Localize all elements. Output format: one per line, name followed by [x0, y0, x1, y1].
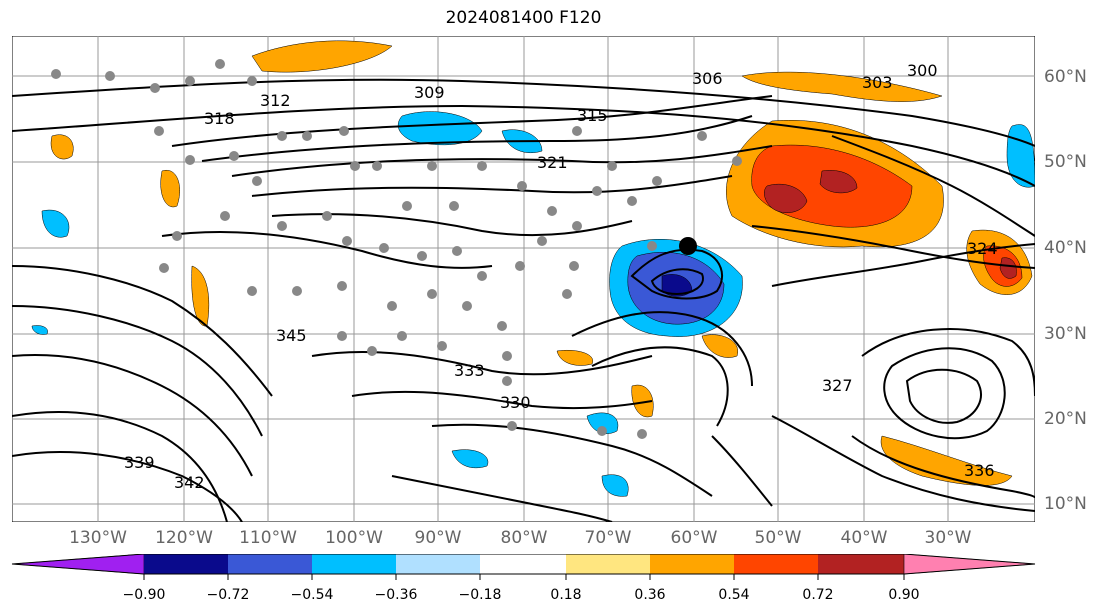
colorbar-tick-label: −0.36: [374, 587, 418, 603]
colorbar-segment: [818, 554, 904, 574]
lon-label: 130°W: [69, 528, 127, 548]
contour-label: 300: [907, 61, 938, 80]
lat-label: 60°N: [1044, 67, 1087, 87]
contour-label: 315: [577, 106, 608, 125]
contour-label: 321: [537, 153, 568, 172]
lon-label: 120°W: [155, 528, 213, 548]
contour-label: 324: [967, 239, 998, 258]
contour-labels: 309 312 315 318 321 324 327 330 333 336 …: [124, 61, 998, 492]
map-panel: 309 312 315 318 321 324 327 330 333 336 …: [12, 36, 1035, 522]
lat-label: 50°N: [1044, 152, 1087, 172]
lat-label: 20°N: [1044, 409, 1087, 429]
lon-label: 110°W: [239, 528, 297, 548]
colorbar-tick-label: −0.18: [458, 587, 502, 603]
lon-label: 80°W: [500, 528, 548, 548]
colorbar-segment: [903, 554, 1036, 575]
colorbar-tick-label: −0.90: [122, 587, 166, 603]
lon-label: 100°W: [325, 528, 383, 548]
contour-label: 327: [822, 376, 853, 395]
colorbar-tick-label: 0.72: [802, 587, 834, 603]
colorbar-segment: [650, 554, 734, 574]
contour-label: 303: [862, 73, 893, 92]
lon-label: 60°W: [670, 528, 718, 548]
colorbar: [11, 554, 1036, 580]
contour-label: 345: [276, 326, 307, 345]
contour-label: 342: [174, 473, 205, 492]
lat-label: 10°N: [1044, 494, 1087, 514]
contour-label: 309: [414, 83, 445, 102]
colorbar-tick-label: 0.18: [550, 587, 582, 603]
lon-label: 70°W: [584, 528, 632, 548]
contour-label: 333: [454, 361, 485, 380]
lat-label: 30°N: [1044, 324, 1087, 344]
colorbar-tick-label: 0.36: [634, 587, 666, 603]
lat-label: 40°N: [1044, 238, 1087, 258]
contour-label: 339: [124, 453, 155, 472]
colorbar-segment: [144, 554, 228, 574]
map-canvas: 309 312 315 318 321 324 327 330 333 336 …: [12, 36, 1035, 522]
colorbar-tick-label: 0.54: [718, 587, 750, 603]
contour-label: 330: [500, 393, 531, 412]
colorbar-segment: [566, 554, 650, 574]
low-pressure-center: [679, 237, 697, 255]
height-contours: [12, 78, 1035, 522]
contour-label: 336: [964, 461, 995, 480]
map-title: 2024081400 F120: [445, 8, 602, 28]
lon-label: 90°W: [414, 528, 462, 548]
lon-label: 40°W: [840, 528, 888, 548]
colorbar-segment: [312, 554, 396, 574]
contour-label: 318: [204, 109, 235, 128]
colorbar-segment: [480, 554, 566, 574]
observation-dots: [51, 59, 742, 439]
colorbar-tick-label: −0.72: [206, 587, 250, 603]
colorbar-tick-label: −0.54: [290, 587, 334, 603]
colorbar-segment: [11, 554, 145, 575]
colorbar-segment: [734, 554, 818, 574]
lon-label: 30°W: [924, 528, 972, 548]
colorbar-segment: [228, 554, 312, 574]
colorbar-segment: [396, 554, 480, 574]
contour-label: 306: [692, 69, 723, 88]
contour-label: 312: [260, 91, 291, 110]
colorbar-tick-label: 0.90: [888, 587, 920, 603]
lon-label: 50°W: [754, 528, 802, 548]
